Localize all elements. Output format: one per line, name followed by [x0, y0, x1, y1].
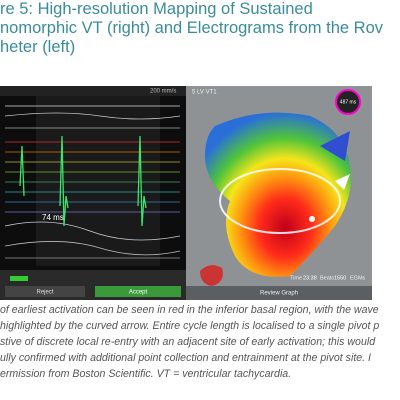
activation-map: [205, 112, 351, 277]
interval-label: 74 ms: [42, 213, 64, 222]
title-line: nomorphic VT (right) and Electrograms fr…: [0, 19, 384, 37]
reject-button[interactable]: [5, 286, 85, 297]
traces: [4, 105, 181, 259]
pivot-point: [309, 216, 315, 222]
egms-label: EGMs: [350, 275, 366, 281]
time-value: 23:38: [303, 275, 317, 281]
caption-line: ully confirmed with additional point col…: [0, 352, 371, 364]
title-line: heter (left): [0, 38, 76, 56]
caption-line: of earliest activation can be seen in re…: [0, 304, 379, 316]
map-name: 5 LV VT1: [192, 90, 217, 96]
caption-line: ermission from Boston Scientific. VT = v…: [0, 368, 292, 380]
toolbar: [0, 86, 186, 96]
progress: [10, 276, 28, 281]
color-wheel: [335, 89, 361, 115]
blue-region: [320, 131, 350, 161]
figure: 200 mm/s 74 ms Reject Accept 5 LV VT1: [0, 86, 372, 300]
curved-arrow: [219, 168, 341, 234]
reject-label: Reject: [36, 290, 53, 296]
cycle-label: 487 ms: [340, 99, 357, 105]
accept-button[interactable]: [95, 286, 181, 297]
review-label: Review Graph: [260, 291, 298, 297]
time-label: Time: [290, 275, 302, 281]
speed-label: 200 mm/s: [150, 89, 176, 95]
caption-line: stive of discrete local re-entry with an…: [0, 336, 376, 348]
map-footer: [186, 286, 372, 300]
caption-line: highlighted by the curved arrow. Entire …: [0, 320, 380, 332]
spikes: [19, 135, 147, 227]
beats-value: 1550: [334, 275, 346, 281]
arrow-head: [335, 174, 350, 190]
accept-label: Accept: [129, 290, 148, 296]
beats-label: Beats: [320, 275, 334, 281]
title-line: re 5: High-resolution Mapping of Sustain…: [0, 0, 313, 18]
mini-map: [200, 265, 223, 286]
